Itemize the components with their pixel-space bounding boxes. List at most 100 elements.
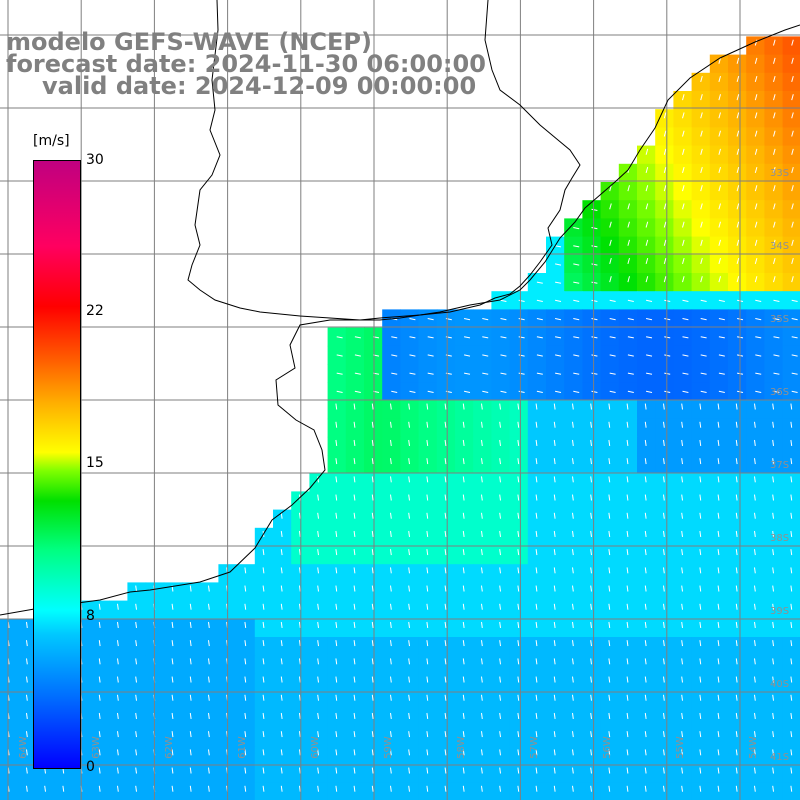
wind-speed-cell <box>764 236 784 256</box>
wind-vector <box>590 567 592 574</box>
wind-vector <box>317 567 319 574</box>
wind-speed-cell <box>764 436 784 456</box>
wind-speed-cell <box>327 618 347 638</box>
wind-speed-cell <box>655 600 674 620</box>
wind-speed-cell <box>382 473 401 492</box>
wind-speed-cell <box>200 637 219 656</box>
wind-vector <box>335 731 338 738</box>
wind-speed-cell <box>728 546 747 565</box>
wind-speed-cell <box>637 418 656 438</box>
wind-vector <box>609 203 612 210</box>
wind-vector <box>700 148 703 155</box>
wind-vector <box>590 530 592 537</box>
wind-speed-cell <box>364 746 383 765</box>
wind-speed-cell <box>0 618 19 638</box>
wind-vector <box>317 530 319 537</box>
wind-vector <box>299 712 301 719</box>
wind-vector <box>135 694 137 701</box>
wind-speed-cell <box>564 564 583 583</box>
wind-vector <box>773 372 780 375</box>
wind-speed-cell <box>746 655 765 674</box>
wind-vector <box>791 148 794 155</box>
wind-vector <box>555 299 562 302</box>
wind-vector <box>462 458 465 465</box>
wind-vector <box>98 676 101 683</box>
wind-speed-cell <box>709 527 729 547</box>
wind-vector <box>682 318 689 321</box>
wind-speed-cell <box>527 418 547 438</box>
wind-speed-cell <box>673 764 693 784</box>
wind-vector <box>280 549 283 556</box>
wind-vector <box>500 390 507 393</box>
wind-vector <box>317 676 319 683</box>
wind-speed-cell <box>637 527 656 547</box>
wind-speed-cell <box>473 564 492 583</box>
wind-vector <box>426 712 429 719</box>
wind-vector <box>390 403 392 410</box>
wind-vector <box>590 767 592 774</box>
wind-speed-cell <box>527 400 547 420</box>
wind-speed-cell <box>309 564 329 583</box>
wind-speed-cell <box>673 436 693 456</box>
wind-speed-cell <box>382 655 401 674</box>
wind-vector <box>591 318 598 321</box>
wind-speed-cell <box>382 709 401 729</box>
wind-speed-cell <box>145 673 165 693</box>
wind-vector <box>499 785 501 792</box>
wind-vector <box>444 694 447 701</box>
wind-vector <box>608 785 611 792</box>
wind-vector <box>627 257 630 265</box>
wind-speed-cell <box>673 691 693 711</box>
wind-speed-cell <box>364 473 383 492</box>
wind-vector <box>353 676 356 683</box>
wind-vector <box>481 494 483 501</box>
wind-speed-cell <box>782 345 800 365</box>
wind-vector <box>700 221 703 228</box>
wind-vector <box>572 567 574 574</box>
wind-vector <box>681 494 683 501</box>
wind-vector <box>555 372 562 375</box>
wind-speed-cell <box>564 527 583 547</box>
wind-vector <box>699 476 702 483</box>
wind-speed-cell <box>364 673 383 693</box>
wind-speed-cell <box>327 491 347 511</box>
wind-speed-cell <box>436 473 456 492</box>
wind-vector <box>644 530 647 537</box>
wind-vector <box>754 512 756 519</box>
wind-speed-cell <box>254 637 274 656</box>
wind-vector <box>644 676 647 683</box>
wind-speed-cell <box>546 473 565 492</box>
wind-speed-cell <box>637 728 656 747</box>
wind-speed-cell <box>91 600 110 620</box>
wind-speed-cell <box>491 673 511 693</box>
wind-vector <box>299 512 301 519</box>
wind-speed-cell <box>673 546 693 565</box>
wind-speed-cell <box>418 618 438 638</box>
wind-vector <box>772 785 774 792</box>
wind-speed-cell <box>309 509 329 529</box>
wind-vector <box>299 694 301 701</box>
wind-vector <box>171 621 174 628</box>
wind-vector <box>790 694 793 701</box>
wind-vector <box>573 354 580 357</box>
wind-vector <box>208 640 210 647</box>
wind-speed-cell <box>764 36 784 56</box>
wind-vector <box>390 694 392 701</box>
wind-speed-cell <box>364 509 383 529</box>
wind-speed-cell <box>764 600 784 620</box>
wind-speed-cell <box>364 728 383 747</box>
wind-vector <box>335 712 338 719</box>
wind-vector <box>244 603 247 610</box>
wind-speed-cell <box>491 418 511 438</box>
wind-vector <box>262 549 265 556</box>
wind-vector <box>354 354 361 357</box>
wind-vector <box>98 785 101 792</box>
wind-vector <box>773 221 776 228</box>
wind-speed-cell <box>637 546 656 565</box>
wind-vector <box>663 494 665 501</box>
wind-speed-cell <box>746 54 765 74</box>
wind-speed-cell <box>691 655 711 674</box>
wind-vector <box>462 567 465 574</box>
wind-vector <box>535 567 538 574</box>
wind-speed-cell <box>691 145 711 165</box>
